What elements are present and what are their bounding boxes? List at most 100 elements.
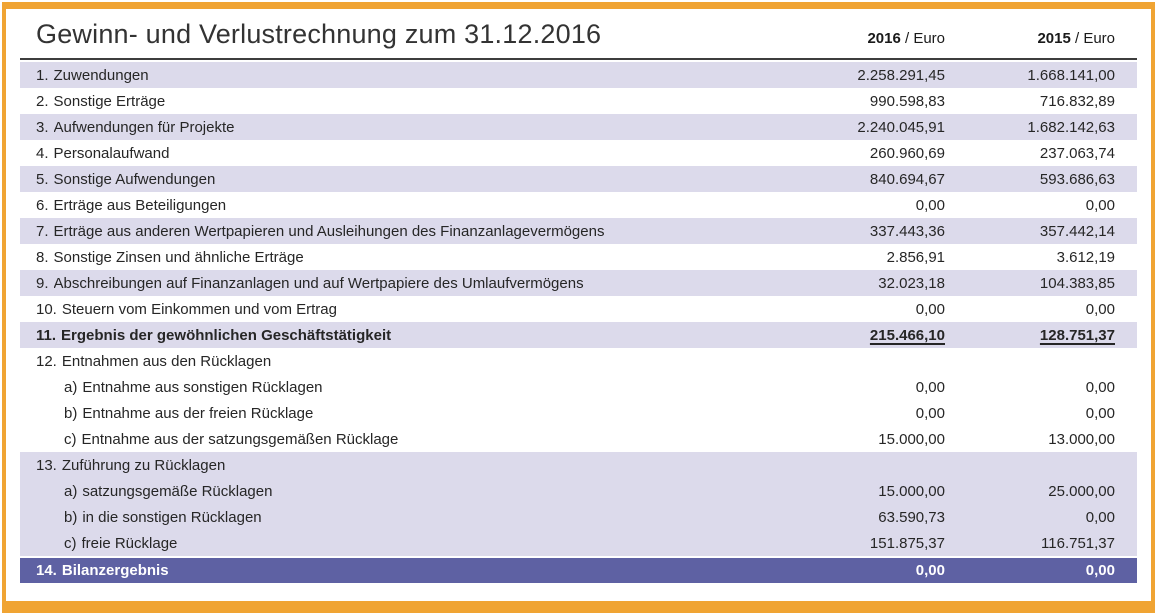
row-value-2016: 990.598,83 [869,92,945,110]
row-value-2015: 0,00 [1085,378,1115,396]
table-row: c) Entnahme aus der satzungsgemäßen Rück… [20,426,1137,452]
row-value-2016: 2.240.045,91 [857,118,945,136]
row-value-2015: 0,00 [1085,562,1115,579]
row-value-2015: 116.751,37 [1041,534,1115,552]
row-value-2015: 237.063,74 [1039,144,1115,162]
table-row: c) freie Rücklage 151.875,37 116.751,37 [20,530,1137,556]
table-row: b) Entnahme aus der freien Rücklage 0,00… [20,400,1137,426]
row-value-2015: 3.612,19 [1056,248,1115,266]
table-row: a) satzungsgemäße Rücklagen 15.000,00 25… [20,478,1137,504]
row-value-2015: 0,00 [1085,404,1115,422]
row-num: 9. [36,274,49,292]
column-year-2016: 2016 [867,30,901,47]
row-label: Zuführung zu Rücklagen [61,456,226,474]
row-value-2015: 13.000,00 [1048,430,1115,448]
row-num: 1. [36,66,49,84]
row-num: b) [64,508,78,526]
row-value-2016: 15.000,00 [878,430,945,448]
row-label: Sonstige Zinsen und ähnliche Erträge [53,248,304,266]
row-value-2016: 260.960,69 [869,144,945,162]
table-row: 9. Abschreibungen auf Finanzanlagen und … [20,270,1137,296]
table-row: 12. Entnahmen aus den Rücklagen [20,348,1137,374]
row-num: 5. [36,170,49,188]
table-row: 7. Erträge aus anderen Wertpapieren und … [20,218,1137,244]
table-row: b) in die sonstigen Rücklagen 63.590,73 … [20,504,1137,530]
table-body: 1. Zuwendungen 2.258.291,45 1.668.141,00… [20,60,1137,583]
row-value-2016: 215.466,10 [869,326,945,344]
row-value-2016: 337.443,36 [869,222,945,240]
row-value-2016: 0,00 [915,562,945,579]
row-value-2016: 2.258.291,45 [857,66,945,84]
row-num: 8. [36,248,49,266]
row-label: Entnahme aus der satzungsgemäßen Rücklag… [81,430,399,448]
table-row: 2. Sonstige Erträge 990.598,83 716.832,8… [20,88,1137,114]
row-num: 4. [36,144,49,162]
table-row: 8. Sonstige Zinsen und ähnliche Erträge … [20,244,1137,270]
table-row: 14. Bilanzergebnis 0,00 0,00 [20,558,1137,583]
column-year-2015: 2015 [1037,30,1071,47]
row-num: 10. [36,300,57,318]
row-value-2016: 32.023,18 [878,274,945,292]
row-value-2016: 840.694,67 [869,170,945,188]
row-value-2016: 2.856,91 [886,248,945,266]
row-num: c) [64,430,77,448]
report-content: Gewinn- und Verlustrechnung zum 31.12.20… [20,9,1137,583]
row-value-2015: 1.682.142,63 [1027,118,1115,136]
column-unit-2015: / Euro [1070,30,1115,47]
report-header: Gewinn- und Verlustrechnung zum 31.12.20… [20,9,1137,58]
row-value-2016: 151.875,37 [869,534,945,552]
row-num: 13. [36,456,57,474]
table-row: 3. Aufwendungen für Projekte 2.240.045,9… [20,114,1137,140]
row-value-2015: 128.751,37 [1039,326,1115,344]
row-label: in die sonstigen Rücklagen [82,508,262,526]
row-label: Aufwendungen für Projekte [53,118,235,136]
row-value-2016: 63.590,73 [878,508,945,526]
row-num: 6. [36,196,49,214]
row-label: Entnahme aus sonstigen Rücklagen [82,378,323,396]
table-row: 10. Steuern vom Einkommen und vom Ertrag… [20,296,1137,322]
row-value-2016: 0,00 [915,378,945,396]
row-num: 3. [36,118,49,136]
row-label: Sonstige Aufwendungen [53,170,216,188]
row-value-2015: 0,00 [1085,300,1115,318]
row-value-2015: 25.000,00 [1048,482,1115,500]
row-num: a) [64,482,78,500]
row-value-2015: 1.668.141,00 [1027,66,1115,84]
row-label: Abschreibungen auf Finanzanlagen und auf… [53,274,584,292]
row-value-2015: 0,00 [1085,508,1115,526]
row-value-2015: 104.383,85 [1039,274,1115,292]
row-value-2015: 0,00 [1085,196,1115,214]
row-label: Zuwendungen [53,66,149,84]
table-row: 1. Zuwendungen 2.258.291,45 1.668.141,00 [20,62,1137,88]
row-label: Entnahmen aus den Rücklagen [61,352,272,370]
row-num: 14. [36,562,57,579]
table-row: 11. Ergebnis der gewöhnlichen Geschäftst… [20,322,1137,348]
row-num: 12. [36,352,57,370]
row-num: a) [64,378,78,396]
row-num: b) [64,404,78,422]
page-title: Gewinn- und Verlustrechnung zum 31.12.20… [36,19,602,49]
table-row: 13. Zuführung zu Rücklagen [20,452,1137,478]
row-label: Steuern vom Einkommen und vom Ertrag [61,300,337,318]
column-header-2016: 2016 / Euro [775,30,945,47]
table-row: a) Entnahme aus sonstigen Rücklagen 0,00… [20,374,1137,400]
row-num: 2. [36,92,49,110]
column-unit-2016: / Euro [900,30,945,47]
row-num: 11. [36,326,57,344]
row-value-2015: 593.686,63 [1039,170,1115,188]
row-label: satzungsgemäße Rücklagen [82,482,273,500]
table-row: 6. Erträge aus Beteiligungen 0,00 0,00 [20,192,1137,218]
row-value-2016: 15.000,00 [878,482,945,500]
row-value-2016: 0,00 [915,404,945,422]
row-value-2015: 357.442,14 [1039,222,1115,240]
row-value-2016: 0,00 [915,196,945,214]
row-label: freie Rücklage [81,534,178,552]
row-value-2016: 0,00 [915,300,945,318]
row-value-2015: 716.832,89 [1039,92,1115,110]
column-header-2015: 2015 / Euro [945,30,1137,47]
table-row: 4. Personalaufwand 260.960,69 237.063,74 [20,140,1137,166]
row-label: Entnahme aus der freien Rücklage [82,404,314,422]
row-label: Erträge aus Beteiligungen [53,196,227,214]
row-num: 7. [36,222,49,240]
